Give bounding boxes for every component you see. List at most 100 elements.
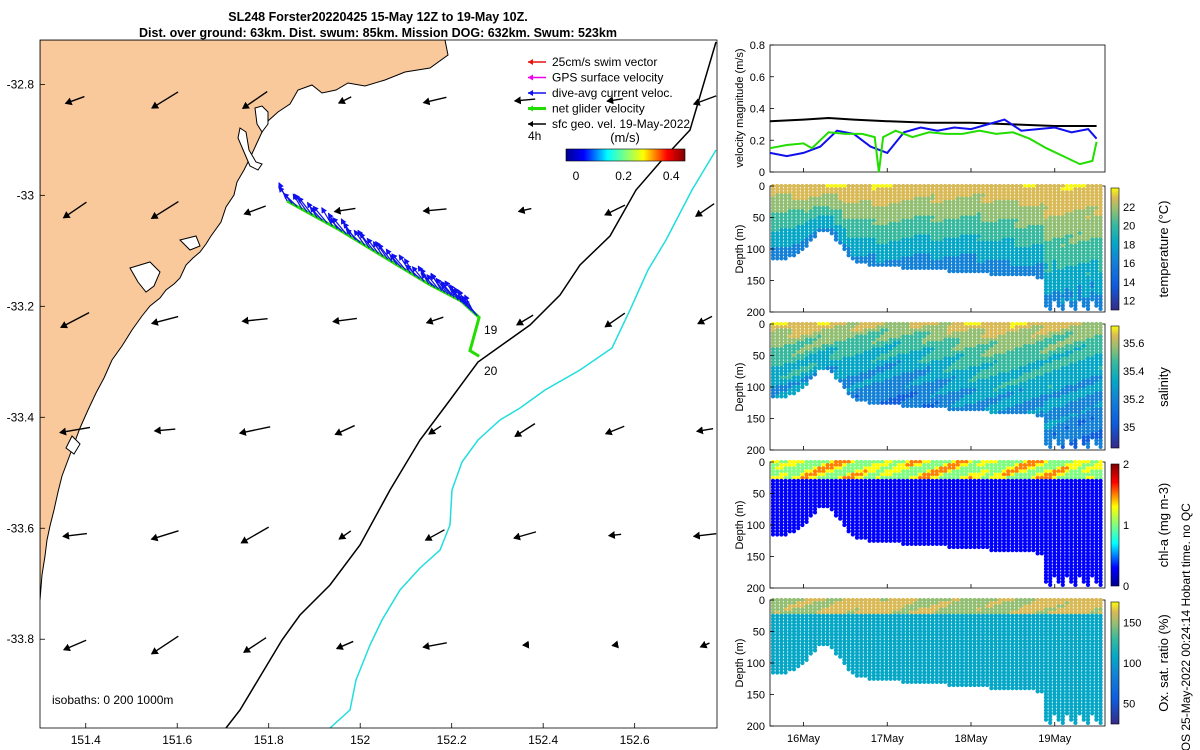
lake-shape: [237, 127, 263, 171]
section-dot: [905, 265, 910, 270]
section-dot: [821, 196, 826, 201]
section-dot: [833, 228, 839, 233]
section-dot: [980, 407, 986, 412]
section-dot: [863, 250, 868, 255]
section-dot: [821, 221, 826, 226]
section-dot: [800, 187, 805, 192]
section-dot: [817, 206, 822, 211]
section-dot: [884, 199, 889, 204]
section-dot: [846, 187, 851, 192]
section-dot: [875, 246, 881, 252]
lake-shape: [129, 261, 161, 293]
velocity-series-line: [769, 118, 1098, 158]
section-dot: [955, 234, 960, 239]
section-dot: [817, 504, 822, 509]
coastline-land: [40, 40, 449, 601]
section-dot: [1010, 410, 1015, 415]
section-dot: [775, 202, 780, 207]
section-dot: [938, 183, 944, 189]
section-dot: [934, 243, 939, 248]
lake-shape: [65, 435, 81, 455]
section-dot: [829, 199, 834, 204]
section-dot: [884, 259, 889, 264]
section-dot: [871, 400, 876, 405]
section-dot: [775, 394, 780, 399]
section-dot: [917, 253, 923, 258]
section-dot: [896, 224, 902, 229]
section-dot: [867, 231, 872, 236]
section-dot: [892, 400, 897, 405]
section-dot: [896, 187, 902, 192]
section-dot: [901, 209, 906, 214]
section-dot: [913, 403, 918, 408]
section-dot: [922, 224, 927, 229]
section-dot: [896, 228, 902, 233]
section-dot: [934, 202, 939, 207]
section-dot: [846, 224, 851, 229]
section-dot: [917, 246, 923, 252]
geo-vector-arrow: [150, 315, 179, 326]
section-dot: [884, 218, 889, 223]
section-dot: [951, 234, 956, 239]
section-dot: [842, 199, 847, 204]
section-dot: [875, 228, 881, 233]
section-dot: [808, 513, 813, 518]
section-dot: [922, 253, 927, 258]
section-dot: [867, 196, 872, 201]
section-dot: [943, 237, 948, 242]
section-dot: [896, 196, 902, 201]
section-dot: [842, 522, 847, 528]
section-dot: [934, 234, 939, 239]
section-dot: [901, 250, 906, 255]
section-dot: [875, 237, 881, 242]
section-dot: [930, 212, 935, 217]
section-dot: [871, 221, 876, 226]
section-dot: [867, 234, 872, 239]
section-dot: [896, 212, 902, 217]
section-dot: [926, 196, 931, 201]
section-dot: [838, 228, 843, 233]
section-dot: [955, 262, 960, 267]
section-dot: [1090, 297, 1095, 302]
geo-vector-arrow: [62, 531, 88, 540]
section-dot: [804, 206, 809, 211]
section-dot: [838, 212, 843, 217]
section-dot: [947, 265, 952, 270]
section-dot: [863, 193, 868, 198]
section-dot: [884, 250, 889, 255]
section-dot: [770, 224, 776, 229]
geo-vector-arrow: [241, 316, 268, 325]
map-x-axis: 151.4 151.6 151.8 152 152.2 152.4 152.6: [71, 723, 650, 747]
section-dot: [985, 407, 990, 412]
section-dot: [1035, 413, 1040, 418]
section-dot: [951, 256, 956, 261]
section-dot: [838, 199, 843, 204]
section-dot: [938, 234, 944, 239]
map-y-tick-label: -33: [17, 188, 35, 202]
section-dot: [859, 224, 864, 229]
section-dot: [917, 215, 923, 220]
map-x-tick-label: 151.6: [162, 733, 192, 747]
section-dot: [884, 262, 889, 267]
section-dot: [913, 256, 918, 261]
colorbar-tick-label: 0: [573, 169, 580, 183]
section-dot: [821, 212, 826, 217]
section-dot: [846, 250, 851, 255]
section-dot: [943, 199, 948, 204]
map-x-tick-label: 152: [350, 733, 370, 747]
section-dot: [930, 265, 935, 270]
legend-label: 25cm/s swim vector: [552, 55, 657, 69]
section-dot: [930, 199, 935, 204]
section-dot: [796, 209, 801, 214]
section-dot: [779, 190, 784, 195]
section-dot: [812, 228, 818, 233]
section-dot: [787, 221, 792, 226]
section-dot: [959, 206, 965, 211]
section-dot: [917, 209, 923, 214]
section-dot: [955, 190, 960, 195]
section-dot: [1069, 441, 1074, 446]
section-dot: [838, 209, 843, 214]
